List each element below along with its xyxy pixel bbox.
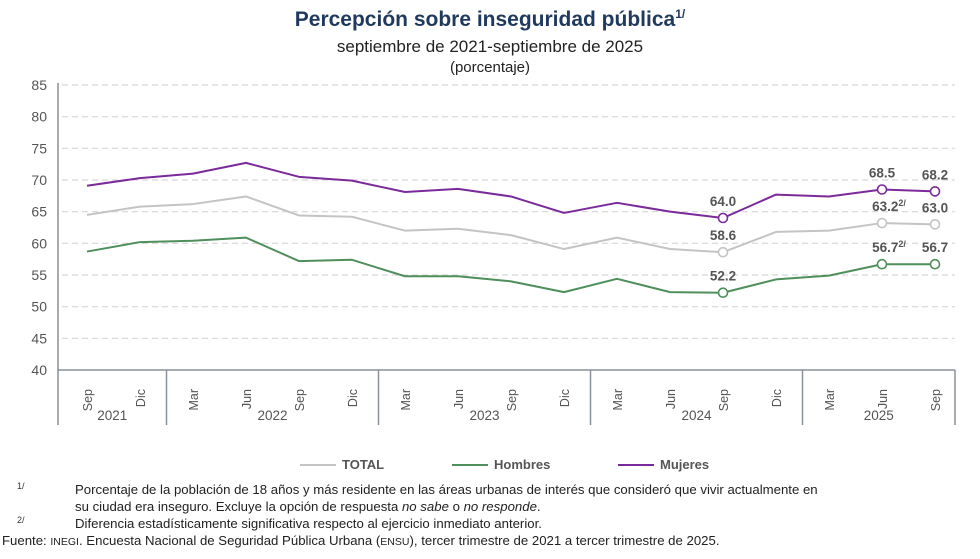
year-label: 2021 [97, 408, 127, 423]
x-axis: Sep Dic Mar Jun Sep Dic Mar Jun Sep Dic Mar Jun Sep D… [58, 369, 956, 425]
source-text-2: ), tercer trimestre de 2021 a tercer tri… [409, 533, 720, 548]
x-tick-label: Jun [664, 389, 678, 409]
source-abbr: ENSU [380, 536, 410, 548]
footnote-1-line-2: su ciudad era inseguro. Excluye la opció… [75, 498, 818, 515]
data-label-footnote: 2/ [898, 198, 906, 208]
source-org: INEGI [50, 536, 79, 548]
data-label: 58.6 [710, 228, 737, 243]
y-tick-label: 55 [31, 267, 47, 283]
x-tick-label: Jun [452, 389, 466, 409]
legend-label-hombres: Hombres [494, 457, 551, 472]
footnote-1-italic-2: no responde [463, 499, 537, 514]
x-tick-label: Mar [399, 389, 413, 411]
y-tick-label: 65 [31, 204, 47, 220]
x-tick-label: Sep [81, 389, 95, 411]
x-tick-label: Dic [134, 389, 148, 407]
legend-item-total: TOTAL [300, 457, 384, 472]
legend-swatch-total [300, 463, 336, 466]
x-tick-label: Dic [346, 389, 360, 407]
x-tick-label: Dic [770, 389, 784, 407]
data-point-marker [876, 258, 888, 270]
chart-unit: (porcentaje) [449, 59, 531, 76]
data-point-marker [876, 217, 888, 229]
data-label: 56.7 [922, 240, 948, 255]
x-tick-label: Jun [240, 389, 254, 409]
year-label: 2024 [681, 408, 712, 423]
data-label: 64.0 [710, 194, 736, 209]
footnote-2-mark: 2/ [17, 515, 25, 525]
data-point-marker [929, 258, 941, 270]
x-tick-label: Sep [293, 389, 307, 411]
data-point-marker [717, 212, 729, 224]
y-tick-label: 85 [31, 77, 47, 93]
data-label: 52.2 [710, 269, 736, 284]
legend: TOTAL Hombres Mujeres [0, 457, 980, 477]
year-label: 2023 [469, 408, 499, 423]
data-point-marker [929, 219, 941, 230]
x-tick-label: Mar [823, 389, 837, 411]
footnote-1-line-2-text: su ciudad era inseguro. Excluye la opció… [75, 499, 402, 514]
legend-label-total: TOTAL [342, 457, 385, 472]
x-tick-label: Sep [505, 389, 519, 411]
x-tick-label: Sep [929, 389, 943, 411]
footnote-1-end: . [536, 499, 541, 514]
footnote-1-italic-1: no sabe [401, 499, 449, 514]
data-labels: 58.6 63.22/63.0 52.2 56.72/56.7 64.0 68.5 68.2 [710, 166, 948, 284]
legend-swatch-hombres [452, 463, 488, 466]
series-line-total [86, 195, 936, 254]
data-label: 56.72/ [872, 239, 906, 255]
x-tick-label: Dic [558, 389, 572, 407]
source-note: Fuente: INEGI. Encuesta Nacional de Segu… [2, 533, 720, 548]
chart-subtitle: septiembre de 2021-septiembre de 2025 [336, 37, 644, 56]
chart-title-text: Percepción sobre inseguridad pública [294, 8, 676, 31]
year-label: 2025 [864, 408, 894, 423]
data-point-marker [717, 246, 729, 258]
footnote-2-text: Diferencia estadísticamente significativ… [75, 516, 542, 531]
data-label: 63.22/ [872, 198, 906, 214]
data-point-marker [929, 186, 941, 197]
data-label: 68.5 [869, 166, 896, 181]
legend-swatch-mujeres [618, 463, 654, 466]
data-label-footnote: 2/ [898, 239, 906, 249]
series-line-hombres [86, 236, 935, 294]
line-chart: 40 45 50 55 60 65 70 75 80 85 Sep Dic Mar Jun Sep Dic M… [31, 77, 956, 425]
data-label: 68.2 [922, 167, 948, 182]
x-tick-label: Mar [187, 389, 201, 411]
data-point-marker [717, 287, 729, 299]
x-tick-label: Sep [717, 389, 731, 411]
footnote-1-line-1: Porcentaje de la población de 18 años y … [75, 482, 818, 497]
y-tick-label: 50 [31, 299, 47, 315]
y-axis: 40 45 50 55 60 65 70 75 80 85 [31, 77, 59, 425]
source-prefix: Fuente: [2, 533, 51, 548]
y-tick-label: 70 [31, 172, 47, 188]
legend-item-mujeres: Mujeres [618, 457, 709, 472]
y-tick-label: 75 [31, 140, 47, 156]
footnote-1-text: Porcentaje de la población de 18 años y … [75, 481, 818, 515]
title-footnote-mark: 1/ [675, 7, 686, 21]
gridlines [62, 84, 955, 339]
series-lines [86, 161, 941, 299]
x-tick-label: Mar [611, 389, 625, 411]
data-label: 63.0 [922, 200, 948, 215]
y-tick-label: 40 [31, 362, 47, 378]
year-label: 2022 [257, 408, 287, 423]
data-point-marker [876, 184, 888, 195]
legend-item-hombres: Hombres [452, 457, 550, 472]
footnote-1-mark: 1/ [17, 481, 25, 491]
chart-title: Percepción sobre inseguridad pública1/ [0, 7, 980, 32]
x-tick-label: Jun [876, 389, 890, 409]
footnote-1-mid: o [448, 499, 464, 514]
y-tick-label: 45 [31, 330, 47, 346]
y-tick-label: 80 [31, 109, 47, 125]
source-text-1: . Encuesta Nacional de Seguridad Pública… [78, 533, 381, 548]
series-line-mujeres [86, 161, 936, 219]
legend-label-mujeres: Mujeres [660, 457, 710, 472]
y-tick-label: 60 [31, 235, 47, 251]
